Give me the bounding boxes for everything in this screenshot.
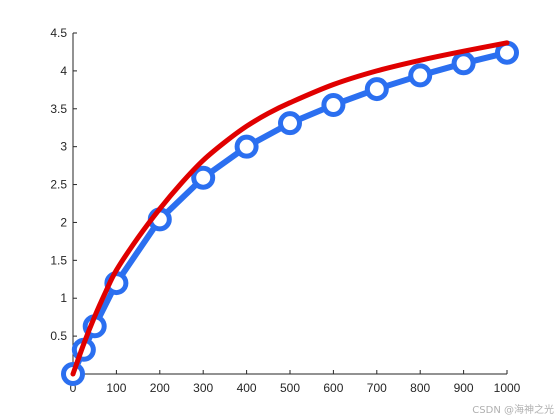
- y-tick-label: 0.5: [50, 329, 67, 343]
- y-tick-label: 2.5: [50, 178, 67, 192]
- blue-series-point: [321, 92, 346, 117]
- x-tick-label: 700: [367, 381, 387, 395]
- y-tick-label: 1.5: [50, 253, 67, 267]
- x-tick-label: 100: [106, 381, 126, 395]
- blue-series-point: [234, 134, 259, 159]
- y-tick-label: 4.5: [50, 26, 67, 40]
- x-tick-label: 900: [454, 381, 474, 395]
- axes: 0 100 200 300 400 500 600 700 800 900 1000 0.5 1 1.5 2…: [50, 26, 520, 395]
- x-tick-label: 200: [150, 381, 170, 395]
- blue-series-point: [364, 77, 389, 102]
- y-tick-label: 3.5: [50, 102, 67, 116]
- y-tick-label: 1: [60, 291, 67, 305]
- x-tick-label: 400: [237, 381, 257, 395]
- x-tick-label: 600: [323, 381, 343, 395]
- watermark: CSDN @海神之光: [472, 405, 554, 416]
- y-tick-label: 3: [60, 140, 67, 154]
- series-layer: [61, 40, 519, 386]
- red-series-line: [70, 40, 510, 377]
- y-tick-label: 2: [60, 215, 67, 229]
- blue-series-point: [451, 51, 476, 76]
- blue-series-point: [278, 111, 302, 136]
- blue-series-point: [191, 165, 216, 190]
- x-tick-label: 300: [193, 381, 213, 395]
- x-tick-label: 0: [70, 381, 77, 395]
- x-tick-label: 500: [280, 381, 300, 395]
- x-tick-label: 1000: [494, 381, 521, 395]
- y-tick-label: 4: [60, 64, 67, 78]
- blue-series-point: [408, 63, 433, 88]
- x-tick-label: 800: [410, 381, 430, 395]
